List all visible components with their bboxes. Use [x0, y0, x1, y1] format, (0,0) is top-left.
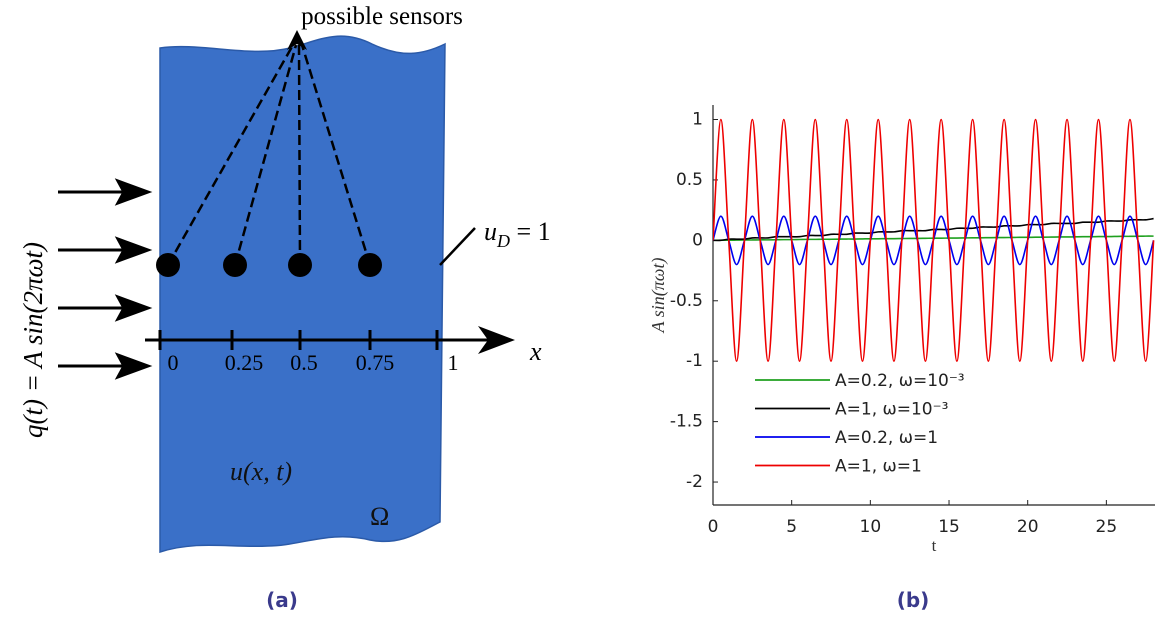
caption: (b): [897, 588, 930, 612]
y-axis-label: A sin(πωt): [648, 258, 669, 334]
y-tick-label: -0.5: [670, 291, 703, 311]
y-tick-label: 0.5: [676, 170, 703, 190]
axis-tick-label: 0.5: [290, 350, 318, 375]
sensor-lines: [166, 44, 372, 266]
caption: (a): [266, 588, 298, 612]
legend-label: A=0.2, ω=1: [835, 428, 938, 448]
x-tick-label: 10: [860, 517, 882, 537]
x-arrowhead: [478, 326, 515, 354]
axis-tick-label: 0: [168, 350, 179, 375]
boundary-rest: = 1: [510, 217, 551, 246]
boundary-pointer: [439, 227, 476, 266]
field-label: u(x, t): [230, 457, 292, 486]
x-tick-label: 20: [1017, 517, 1039, 537]
y-tick-label: -1.5: [670, 412, 703, 432]
series-line: [713, 118, 1155, 362]
legend-label: A=0.2, ω=10⁻³: [835, 371, 965, 391]
diagram: possible sensors q(t) = A sin(2πωt) uD =…: [18, 3, 551, 554]
axis-label: x: [529, 337, 542, 366]
x-tick-label: 15: [938, 517, 960, 537]
boundary-label: uD = 1: [484, 217, 551, 251]
x-tick-label: 0: [708, 517, 719, 537]
y-tick-label: -2: [686, 472, 703, 492]
x-axis: [145, 330, 490, 350]
domain-label: Ω: [370, 502, 389, 531]
x-axis-label: t: [932, 536, 937, 555]
axis-tick-label: 1: [448, 350, 459, 375]
boundary-subscript: D: [496, 231, 510, 251]
x-tick-label: 25: [1096, 517, 1118, 537]
legend-label: A=1, ω=10⁻³: [835, 400, 948, 420]
y-tick-label: 1: [692, 110, 703, 130]
plot-area: [713, 118, 1155, 362]
inflow-arrows: [58, 178, 153, 380]
axis-tick-label: 0.25: [225, 350, 264, 375]
y-tick-label: 0: [692, 230, 703, 250]
x-tick-label: 5: [786, 517, 797, 537]
sensors: [156, 253, 382, 277]
inflow-label: q(t) = A sin(2πωt): [18, 242, 48, 438]
sensor-arrowhead: [287, 30, 307, 50]
legend-label: A=1, ω=1: [835, 457, 922, 477]
sensor-label: possible sensors: [301, 3, 463, 30]
y-tick-label: -1: [686, 351, 703, 371]
domain-shape: [159, 35, 446, 554]
axis-tick-label: 0.75: [356, 350, 395, 375]
boundary-symbol: u: [484, 217, 497, 246]
